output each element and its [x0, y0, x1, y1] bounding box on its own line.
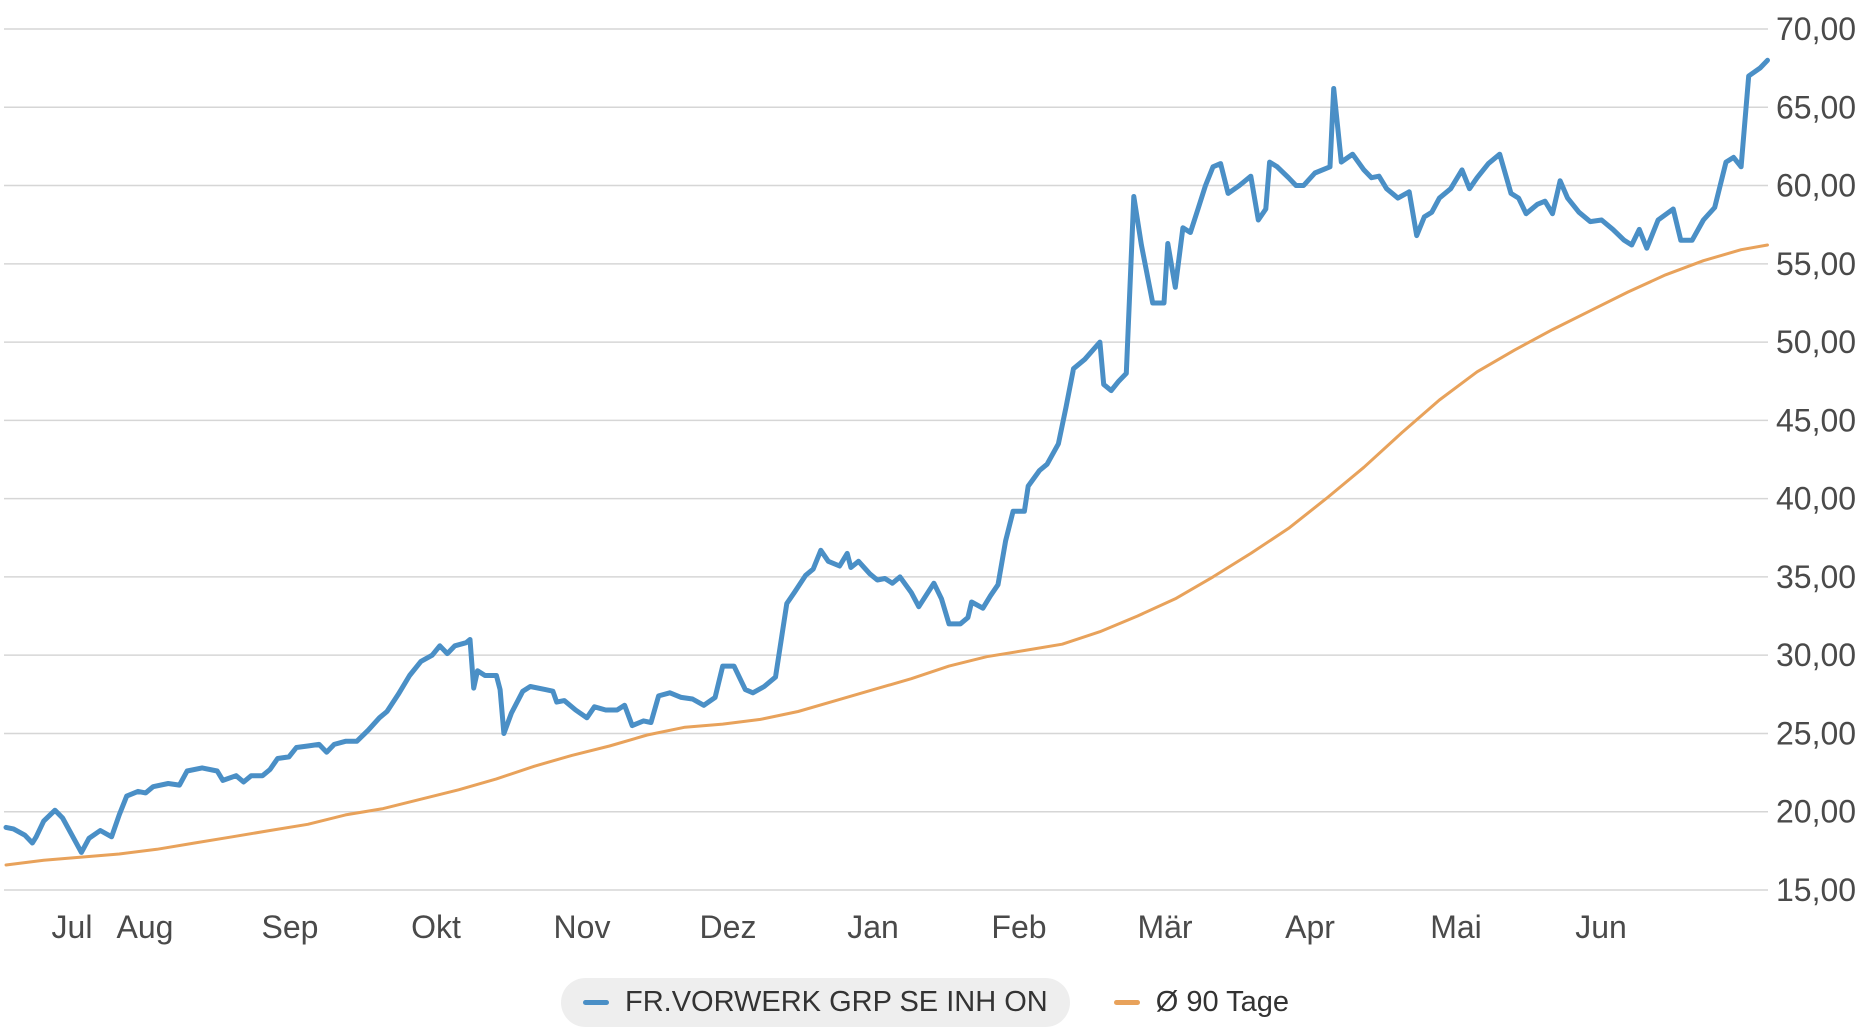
line-chart: 15,00 20,00 25,00 30,00 35,00 40,00 45,00 50,00… — [3, 11, 1856, 945]
legend-label-series-1: FR.VORWERK GRP SE INH ON — [624, 986, 1048, 1018]
x-tick-label: Feb — [991, 909, 1046, 945]
x-tick-label: Apr — [1285, 909, 1335, 945]
x-tick-label: Okt — [411, 909, 461, 945]
x-tick-label: Nov — [554, 909, 611, 945]
x-tick-label: Sep — [262, 909, 319, 945]
x-tick-label: Jun — [1575, 909, 1627, 945]
y-tick-label: 35,00 — [1776, 559, 1856, 595]
legend-label-series-2: Ø 90 Tage — [1155, 986, 1289, 1018]
series-line-2[interactable] — [4, 243, 1769, 867]
y-tick-label: 20,00 — [1776, 794, 1856, 830]
legend-item-series-2[interactable]: Ø 90 Tage — [1092, 978, 1311, 1027]
y-tick-label: 50,00 — [1776, 324, 1856, 360]
legend-swatch-series-1 — [582, 1000, 609, 1005]
y-axis-ticks: 15,00 20,00 25,00 30,00 35,00 40,00 45,00 50,00… — [1776, 11, 1856, 908]
x-tick-label: Aug — [117, 909, 174, 945]
y-tick-label: 25,00 — [1776, 715, 1856, 751]
series-lines — [3, 57, 1770, 867]
x-tick-label: Mär — [1137, 909, 1192, 945]
legend: FR.VORWERK GRP SE INH ON Ø 90 Tage — [0, 978, 1872, 1027]
y-tick-label: 65,00 — [1776, 89, 1856, 125]
y-tick-label: 70,00 — [1776, 11, 1856, 47]
y-tick-label: 15,00 — [1776, 872, 1856, 908]
y-tick-label: 60,00 — [1776, 168, 1856, 204]
y-tick-label: 55,00 — [1776, 246, 1856, 282]
legend-swatch-series-2 — [1113, 1000, 1140, 1005]
x-tick-label: Dez — [700, 909, 757, 945]
series-line-1[interactable] — [3, 57, 1770, 855]
y-tick-label: 40,00 — [1776, 481, 1856, 517]
legend-item-series-1[interactable]: FR.VORWERK GRP SE INH ON — [560, 978, 1070, 1027]
x-tick-label: Jan — [847, 909, 899, 945]
y-tick-label: 45,00 — [1776, 402, 1856, 438]
y-tick-label: 30,00 — [1776, 637, 1856, 673]
x-tick-label: Mai — [1430, 909, 1482, 945]
x-axis-ticks: Jul Aug Sep Okt Nov Dez Jan Feb Mär Apr Mai Jun — [52, 909, 1627, 945]
x-tick-label: Jul — [52, 909, 93, 945]
